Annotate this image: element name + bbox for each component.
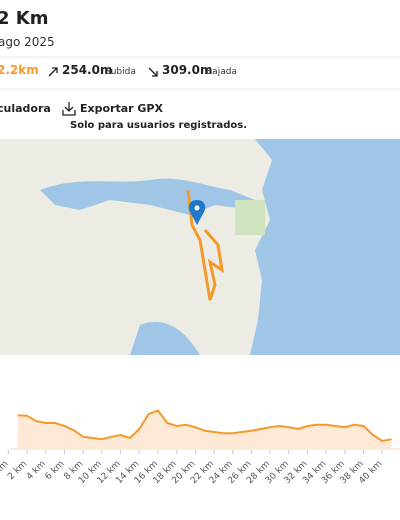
descent-label: Bajada — [206, 67, 237, 77]
notice: Solo para usuarios registrados. — [70, 120, 247, 131]
stat-descent: 309.0m — [162, 63, 212, 77]
route-date: ago 2025 — [0, 35, 55, 49]
ascent-icon — [48, 67, 58, 77]
map-sea — [250, 139, 400, 355]
map-marker[interactable] — [188, 200, 206, 225]
download-icon — [62, 102, 76, 116]
ascent-label: Subida — [105, 67, 136, 77]
x-tick-label: 0 km — [0, 459, 11, 482]
marker-dot — [194, 205, 200, 211]
elevation-area — [17, 410, 392, 450]
route-line — [186, 189, 225, 301]
stat-ascent: 254.0m — [62, 63, 112, 77]
route-distance: 2 Km — [0, 8, 49, 29]
descent-icon — [148, 67, 158, 77]
map-bay — [130, 321, 200, 355]
map-park — [235, 200, 265, 235]
stat-distance: 2.2km — [0, 63, 39, 77]
elevation-line — [17, 409, 392, 443]
map[interactable] — [0, 139, 400, 355]
export-gpx[interactable]: Exportar GPX — [80, 102, 163, 115]
calculator-link[interactable]: culadora — [0, 102, 51, 115]
